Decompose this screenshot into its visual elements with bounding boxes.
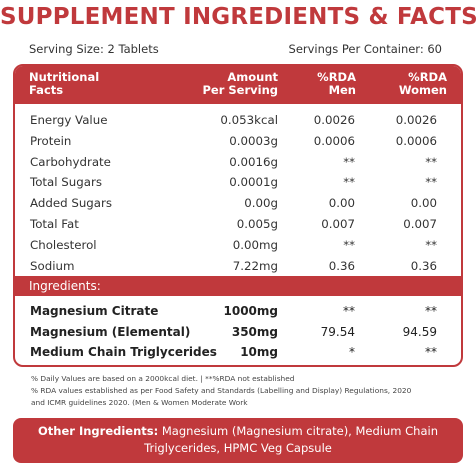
table-row: Total Sugars 0.0001g ** ** <box>15 171 461 192</box>
footnote-line: % Daily Values are based on a 2000kcal d… <box>31 374 295 383</box>
header-nutritional-line1: Nutritional <box>29 70 100 84</box>
table-row: Added Sugars 0.00g 0.00 0.00 <box>15 192 461 213</box>
serving-info: Serving Size: 2 Tablets Servings Per Con… <box>29 42 442 58</box>
ingredient-amount: 1000mg <box>223 304 279 319</box>
row-rda-women: 0.00 <box>410 196 437 211</box>
nutrition-rows: Energy Value 0.053kcal 0.0026 0.0026 Protei… <box>15 104 461 275</box>
row-amount: 0.053kcal <box>220 113 278 127</box>
table-row: Total Fat 0.005g 0.007 0.007 <box>15 213 461 234</box>
table-row: Cholesterol 0.00mg ** ** <box>15 234 461 255</box>
row-rda-men: 0.007 <box>321 216 355 231</box>
ingredient-rda-women: ** <box>425 345 437 360</box>
header-rda-women-line2: Women <box>398 83 447 97</box>
row-rda-women: ** <box>425 154 437 169</box>
row-amount: 0.0003g <box>229 133 278 148</box>
header-rda-men-line1: %RDA <box>317 70 356 84</box>
table-header: Nutritional Facts Amount Per Serving %RDA M… <box>15 66 461 104</box>
row-name: Added Sugars <box>30 196 113 211</box>
table-row: Carbohydrate 0.0016g ** ** <box>15 151 461 172</box>
row-rda-women: 0.0026 <box>395 113 437 127</box>
row-name: Total Fat <box>30 216 79 231</box>
header-nutritional: Nutritional Facts <box>29 71 99 97</box>
ingredient-rda-men: * <box>349 345 355 360</box>
row-rda-men: 0.0026 <box>313 113 355 127</box>
table-row: Sodium 7.22mg 0.36 0.36 <box>15 255 461 276</box>
other-ingredients-text: Magnesium (Magnesium citrate), Medium Ch… <box>144 424 438 455</box>
row-amount: 0.00g <box>244 196 278 211</box>
facts-table: Nutritional Facts Amount Per Serving %RDA M… <box>13 64 463 367</box>
row-rda-men: 0.0006 <box>313 133 355 148</box>
row-name: Sodium <box>30 258 75 273</box>
ingredient-amount: 350mg <box>231 324 278 339</box>
ingredient-rda-men: ** <box>343 304 355 319</box>
row-rda-men: 0.00 <box>328 196 355 211</box>
row-rda-women: ** <box>425 237 437 252</box>
row-name: Total Sugars <box>30 175 102 190</box>
header-amount-line1: Amount <box>227 70 278 84</box>
ingredient-name: Magnesium Citrate <box>30 304 159 319</box>
row-name: Energy Value <box>30 113 108 127</box>
ingredient-rows: Magnesium Citrate 1000mg ** ** Magnesium (E… <box>15 296 461 362</box>
table-row: Magnesium Citrate 1000mg ** ** <box>15 300 461 321</box>
ingredient-name: Magnesium (Elemental) <box>30 324 191 339</box>
row-rda-women: 0.007 <box>403 216 437 231</box>
footnote-line: and ICMR guidelines 2020. (Men & Women M… <box>31 398 248 407</box>
servings-per-container: Servings Per Container: 60 <box>288 42 442 56</box>
header-amount-line2: Per Serving <box>202 83 278 97</box>
ingredient-amount: 10mg <box>240 345 278 360</box>
row-rda-women: 0.0006 <box>395 133 437 148</box>
ingredient-name: Medium Chain Triglycerides <box>30 345 217 360</box>
ingredients-header: Ingredients: <box>15 276 461 297</box>
header-rda-men-line2: Men <box>328 83 356 97</box>
page-title: SUPPLEMENT INGREDIENTS & FACTS <box>0 4 476 30</box>
table-row: Medium Chain Triglycerides 10mg * ** <box>15 341 461 362</box>
ingredient-rda-women: ** <box>425 304 437 319</box>
row-name: Cholesterol <box>30 237 97 252</box>
row-amount: 0.00mg <box>232 237 278 252</box>
header-amount: Amount Per Serving <box>185 71 278 97</box>
table-row: Magnesium (Elemental) 350mg 79.54 94.59 <box>15 321 461 342</box>
header-rda-men: %RDA Men <box>298 71 356 97</box>
row-rda-men: ** <box>343 154 355 169</box>
row-name: Protein <box>30 133 72 148</box>
header-rda-women-line1: %RDA <box>408 70 447 84</box>
row-amount: 0.005g <box>236 216 278 231</box>
footnote-line: % RDA values established as per Food Saf… <box>31 386 412 395</box>
header-nutritional-line2: Facts <box>29 83 64 97</box>
table-row: Energy Value 0.053kcal 0.0026 0.0026 <box>15 109 461 130</box>
row-rda-men: ** <box>343 175 355 190</box>
row-amount: 0.0001g <box>229 175 278 190</box>
row-rda-men: 0.36 <box>328 258 355 273</box>
row-rda-women: ** <box>425 175 437 190</box>
row-rda-men: ** <box>343 237 355 252</box>
table-row: Protein 0.0003g 0.0006 0.0006 <box>15 130 461 151</box>
row-amount: 7.22mg <box>232 258 278 273</box>
row-amount: 0.0016g <box>229 154 278 169</box>
header-rda-women: %RDA Women <box>377 71 447 97</box>
row-name: Carbohydrate <box>30 154 111 169</box>
other-ingredients-label: Other Ingredients: <box>38 424 159 438</box>
row-rda-women: 0.36 <box>410 258 437 273</box>
other-ingredients-box: Other Ingredients: Magnesium (Magnesium … <box>13 418 463 463</box>
serving-size: Serving Size: 2 Tablets <box>29 42 159 56</box>
ingredient-rda-women: 94.59 <box>402 324 437 339</box>
ingredient-rda-men: 79.54 <box>320 324 355 339</box>
footnotes: % Daily Values are based on a 2000kcal d… <box>31 373 461 409</box>
